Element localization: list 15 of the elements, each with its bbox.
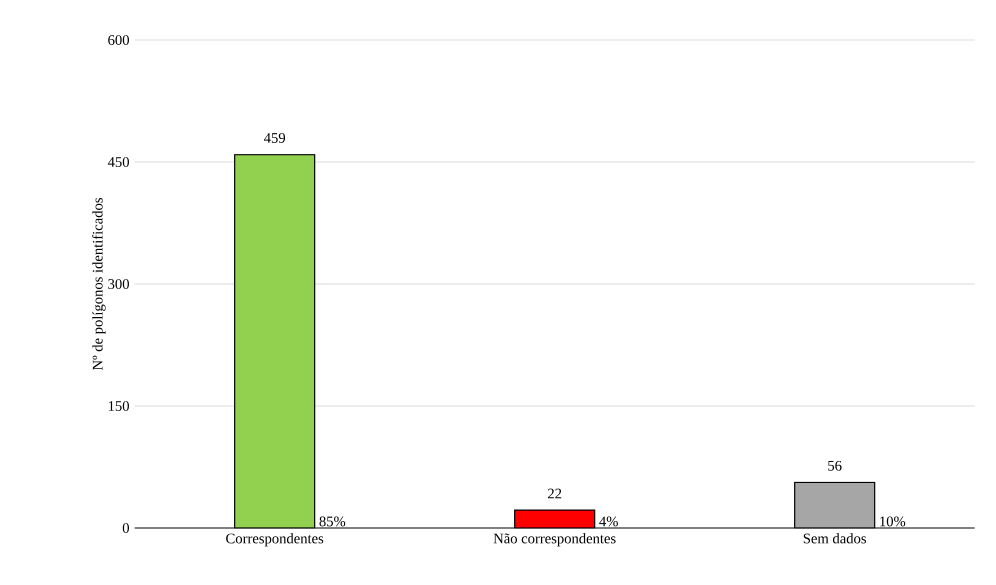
- annotation: 10%: [880, 516, 906, 526]
- data-label: 459: [264, 133, 286, 143]
- y-tick-label: 150: [108, 401, 129, 411]
- data-label: 56: [828, 460, 842, 471]
- annotation: 4%: [599, 516, 618, 526]
- x-tick-label: Correspondentes: [226, 533, 324, 546]
- y-axis-title: Nº de polígonos identificados: [92, 198, 106, 370]
- y-tick-label: 450: [108, 157, 129, 167]
- y-tick-label: 300: [108, 279, 129, 289]
- x-tick-label: Não correspondentes: [494, 533, 616, 546]
- data-label: 22: [548, 488, 562, 498]
- annotation: 85%: [319, 516, 346, 526]
- y-tick-label: 0: [122, 523, 129, 533]
- x-tick-label: Sem dados: [804, 533, 866, 544]
- y-tick-label: 600: [108, 35, 129, 45]
